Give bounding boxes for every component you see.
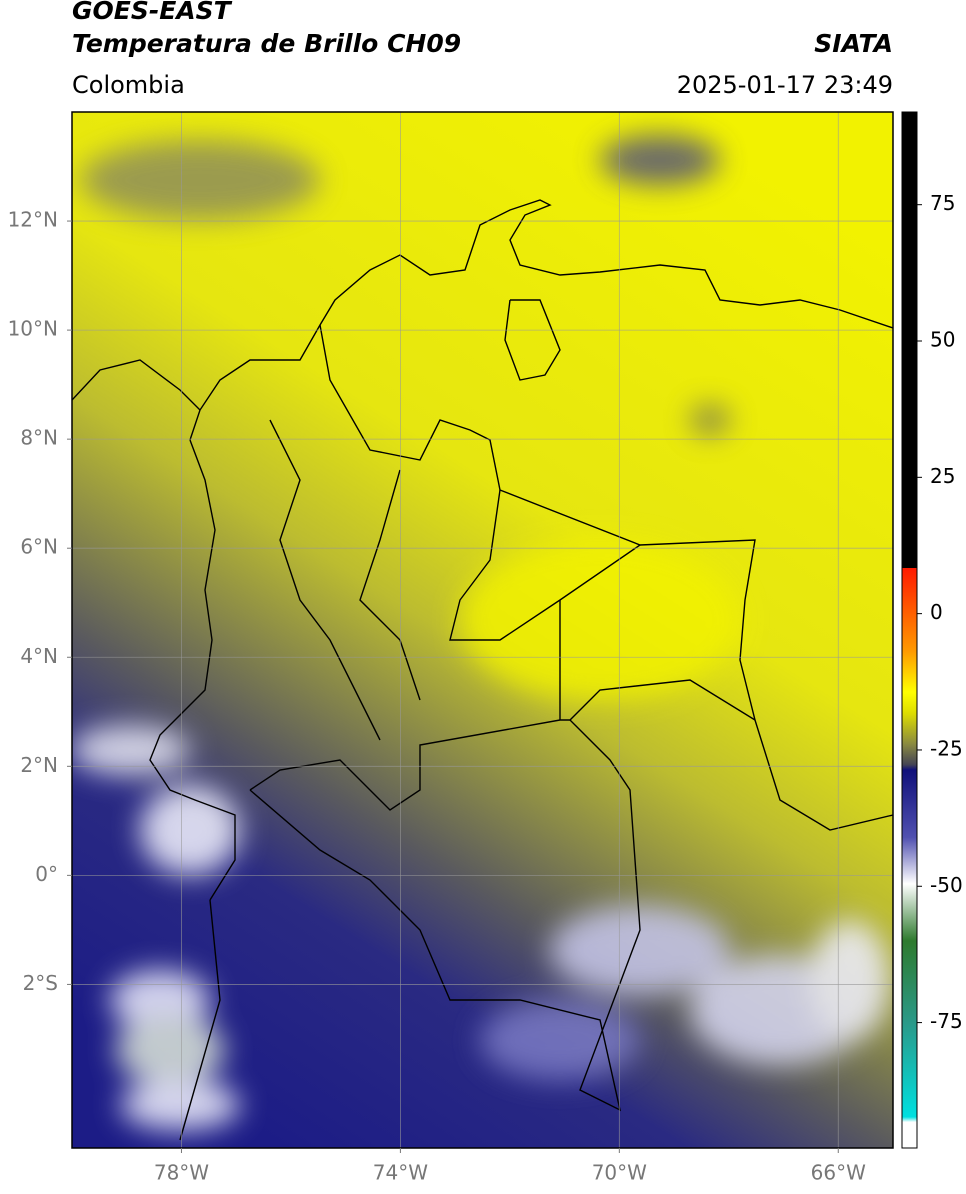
y-tick-label: 4°N [20, 644, 58, 668]
colorbar-tick-label: 25 [930, 464, 955, 488]
y-tick-label: 2°S [23, 971, 58, 995]
y-tick-label: 2°N [20, 753, 58, 777]
colorbar-tick-label: -25 [930, 736, 963, 760]
source: SIATA [814, 29, 893, 58]
colorbar-tick-label: 0 [930, 600, 943, 624]
imagery [72, 112, 893, 1148]
title: GOES-EAST [72, 0, 233, 25]
colorbar-tick-label: 50 [930, 328, 955, 352]
x-tick-label: 74°W [373, 1161, 428, 1185]
colorbar-tick-label: -50 [930, 873, 963, 897]
colorbar [901, 111, 918, 1149]
x-tick-label: 66°W [811, 1161, 866, 1185]
y-tick-label: 6°N [20, 535, 58, 559]
subtitle: Temperatura de Brillo CH09 [72, 29, 461, 58]
y-tick-label: 0° [35, 862, 58, 886]
y-tick-label: 10°N [8, 317, 58, 341]
region: Colombia [72, 71, 185, 99]
x-tick-label: 78°W [154, 1161, 209, 1185]
map-frame [71, 111, 894, 1149]
colorbar-tick-label: 75 [930, 191, 955, 215]
colorbar-tick-label: -75 [930, 1009, 963, 1033]
x-tick-label: 70°W [592, 1161, 647, 1185]
y-tick-label: 8°N [20, 426, 58, 450]
timestamp: 2025-01-17 23:49 [677, 71, 893, 99]
y-tick-label: 12°N [8, 208, 58, 232]
